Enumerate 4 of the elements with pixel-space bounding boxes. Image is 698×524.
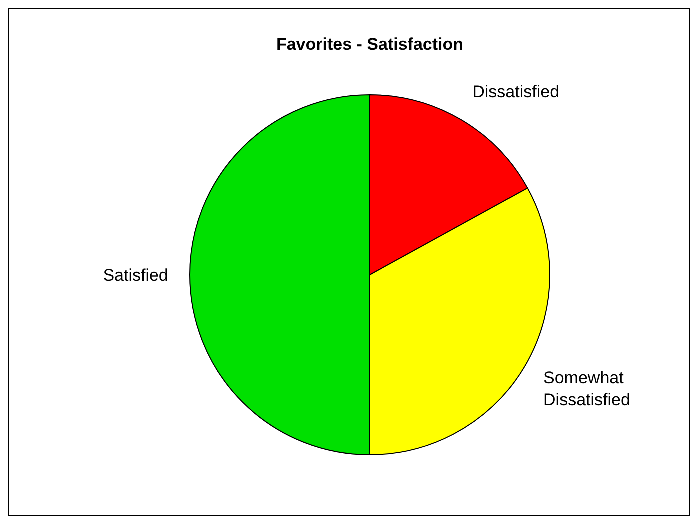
- chart-title: Favorites - Satisfaction: [276, 35, 464, 54]
- slice-label: Somewhat Dissatisfied: [544, 368, 630, 410]
- slice-label: Satisfied: [103, 266, 168, 285]
- slice-label: Dissatisfied: [472, 82, 560, 102]
